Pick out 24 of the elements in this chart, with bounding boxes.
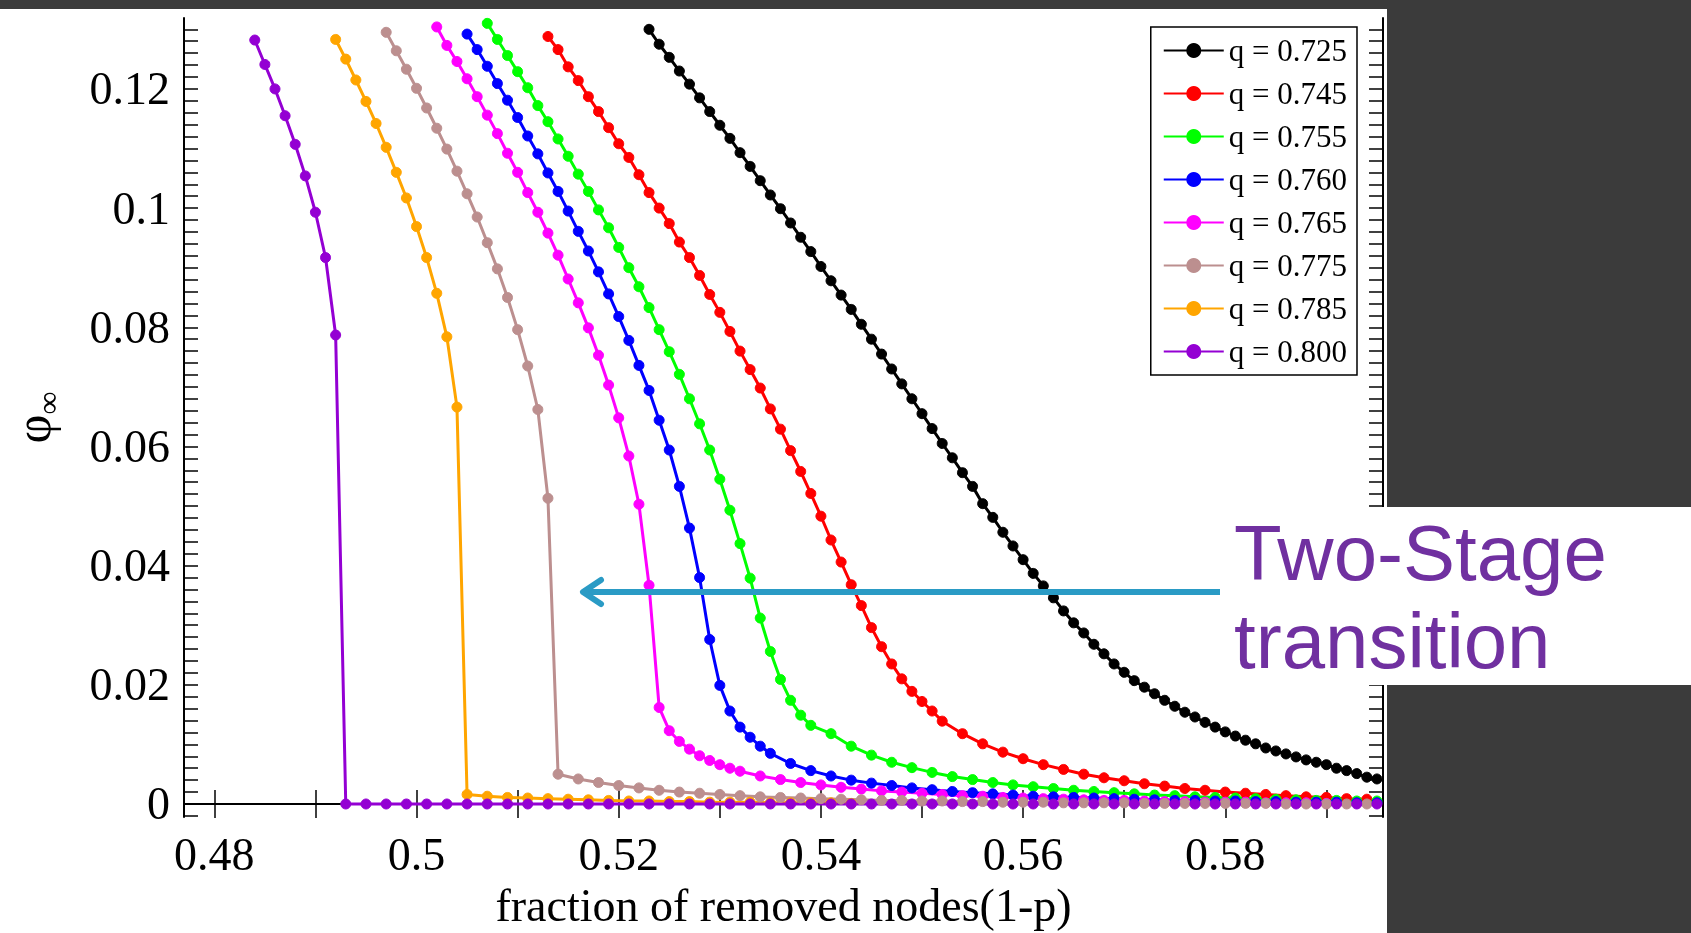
annotation: Two-Stage transition [1222, 507, 1691, 685]
x-tick-label: 0.54 [780, 828, 862, 880]
y-tick-label: 0.08 [89, 301, 170, 353]
legend-label: q = 0.745 [1228, 76, 1347, 111]
x-tick-label: 0.52 [578, 828, 659, 880]
y-tick-label: 0.06 [89, 420, 170, 472]
y-tick-label: 0.1 [112, 182, 170, 234]
legend-label: q = 0.765 [1228, 205, 1347, 240]
legend-label: q = 0.755 [1228, 119, 1347, 154]
y-tick-label: 0.12 [89, 63, 170, 115]
y-tick-label: 0 [147, 778, 170, 830]
y-tick-label: 0.02 [89, 659, 170, 711]
legend-label: q = 0.775 [1228, 248, 1347, 283]
legend-label: q = 0.785 [1228, 291, 1347, 326]
x-tick-label: 0.56 [982, 828, 1064, 880]
x-tick-label: 0.58 [1185, 828, 1266, 880]
legend-label: q = 0.800 [1228, 334, 1347, 369]
x-tick-label: 0.5 [387, 828, 446, 880]
legend-label: q = 0.760 [1228, 162, 1347, 197]
x-tick-label: 0.48 [174, 828, 255, 880]
legend-label: q = 0.725 [1228, 33, 1347, 68]
y-tick-label: 0.04 [89, 540, 170, 592]
x-axis-title: fraction of removed nodes(1-p) [495, 879, 1072, 931]
y-axis-title: φ∞ [5, 391, 66, 444]
